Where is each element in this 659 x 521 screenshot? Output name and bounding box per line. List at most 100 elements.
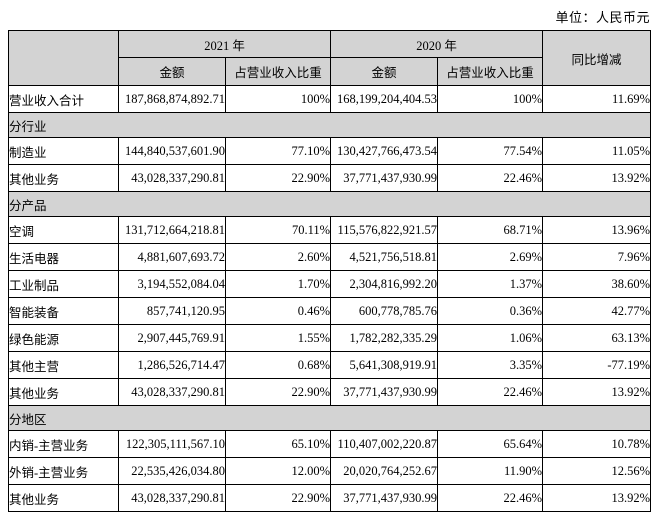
table-row: 其他业务 43,028,337,290.81 22.90% 37,771,437,93… <box>8 164 652 192</box>
share-2020-cell: 0.36% <box>437 297 544 325</box>
amount-2020-cell: 37,771,437,930.99 <box>330 164 439 192</box>
table-row: 绿色能源 2,907,445,769.91 1.55% 1,782,282,335.2… <box>8 324 652 352</box>
amount-2020-cell: 600,778,785.76 <box>330 297 439 325</box>
amount-2020-header: 金额 <box>330 57 439 86</box>
table-row: 生活电器 4,881,607,693.72 2.60% 4,521,756,518.8… <box>8 243 652 271</box>
yoy-header: 同比增减 <box>542 30 652 86</box>
amount-2020-cell: 2,304,816,992.20 <box>330 270 439 298</box>
share-2021-header: 占营业收入比重 <box>224 57 332 86</box>
amount-2021-cell: 22,535,426,034.80 <box>118 457 226 485</box>
share-2020-cell: 22.46% <box>437 164 544 192</box>
share-2020-header: 占营业收入比重 <box>437 57 544 86</box>
amount-2021-cell: 43,028,337,290.81 <box>118 378 226 406</box>
table-row: 营业收入合计 187,868,874,892.71 100% 168,199,204,… <box>8 85 652 113</box>
share-2021-cell: 65.10% <box>224 430 332 458</box>
table-header: 2021 年 2020 年 同比增减 金额 占营业收入比重 金额 占营业收入比重 <box>8 30 652 86</box>
share-2020-cell: 65.64% <box>437 430 544 458</box>
share-2021-cell: 2.60% <box>224 243 332 271</box>
row-label-cell: 营业收入合计 <box>8 85 119 113</box>
section-label: 分产品 <box>7 191 652 217</box>
section-row: 分产品 <box>7 191 652 217</box>
amount-2021-cell: 3,194,552,084.04 <box>118 270 226 298</box>
row-label-cell: 空调 <box>8 216 119 244</box>
amount-2021-cell: 122,305,111,567.10 <box>118 430 226 458</box>
yoy-cell: 10.78% <box>542 430 652 458</box>
amount-2021-cell: 187,868,874,892.71 <box>118 85 226 113</box>
share-2020-cell: 3.35% <box>437 351 544 379</box>
amount-2020-cell: 4,521,756,518.81 <box>330 243 439 271</box>
amount-2020-cell: 37,771,437,930.99 <box>330 484 439 512</box>
revenue-breakdown-table: 2021 年 2020 年 同比增减 金额 占营业收入比重 金额 占营业收入比重… <box>7 30 652 512</box>
row-label-cell: 其他业务 <box>8 378 119 406</box>
amount-2021-cell: 2,907,445,769.91 <box>118 324 226 352</box>
share-2020-cell: 22.46% <box>437 378 544 406</box>
share-2021-cell: 12.00% <box>224 457 332 485</box>
year-2020-header: 2020 年 <box>330 30 544 58</box>
table-row: 制造业 144,840,537,601.90 77.10% 130,427,766,4… <box>8 137 652 165</box>
share-2021-cell: 22.90% <box>224 378 332 406</box>
yoy-cell: 12.56% <box>542 457 652 485</box>
year-2021-header: 2021 年 <box>117 30 332 58</box>
yoy-cell: 11.05% <box>542 137 652 165</box>
section-label: 分地区 <box>7 405 652 431</box>
table-row: 内销-主营业务 122,305,111,567.10 65.10% 110,407,0… <box>8 430 652 458</box>
share-2020-cell: 100% <box>437 85 544 113</box>
table-row: 智能装备 857,741,120.95 0.46% 600,778,785.76 0.3… <box>8 297 652 325</box>
share-2020-cell: 1.06% <box>437 324 544 352</box>
yoy-cell: 13.96% <box>542 216 652 244</box>
amount-2020-cell: 168,199,204,404.53 <box>330 85 439 113</box>
share-2021-cell: 1.70% <box>224 270 332 298</box>
amount-2020-cell: 130,427,766,473.54 <box>330 137 439 165</box>
row-label-cell: 外销-主营业务 <box>8 457 119 485</box>
yoy-cell: 63.13% <box>542 324 652 352</box>
amount-2021-cell: 1,286,526,714.47 <box>118 351 226 379</box>
table-row: 其他业务 43,028,337,290.81 22.90% 37,771,437,93… <box>8 378 652 406</box>
amount-2021-header: 金额 <box>118 57 226 86</box>
row-label-cell: 其他业务 <box>8 164 119 192</box>
amount-2020-cell: 1,782,282,335.29 <box>330 324 439 352</box>
amount-2020-cell: 37,771,437,930.99 <box>330 378 439 406</box>
section-row: 分行业 <box>7 112 652 138</box>
table-row: 外销-主营业务 22,535,426,034.80 12.00% 20,020,764… <box>8 457 652 485</box>
share-2021-cell: 0.68% <box>224 351 332 379</box>
row-label-cell: 内销-主营业务 <box>8 430 119 458</box>
yoy-cell: 38.60% <box>542 270 652 298</box>
yoy-cell: 7.96% <box>542 243 652 271</box>
yoy-cell: 13.92% <box>542 378 652 406</box>
amount-2020-cell: 110,407,002,220.87 <box>330 430 439 458</box>
table-row: 空调 131,712,664,218.81 70.11% 115,576,822,92… <box>8 216 652 244</box>
share-2021-cell: 1.55% <box>224 324 332 352</box>
row-label-cell: 其他业务 <box>8 484 119 512</box>
header-row-years: 2021 年 2020 年 同比增减 <box>8 30 652 86</box>
share-2020-cell: 68.71% <box>437 216 544 244</box>
amount-2020-cell: 20,020,764,252.67 <box>330 457 439 485</box>
share-2021-cell: 70.11% <box>224 216 332 244</box>
header-row-measures: 金额 占营业收入比重 金额 占营业收入比重 <box>9 57 651 86</box>
share-2020-cell: 1.37% <box>437 270 544 298</box>
section-label: 分行业 <box>7 112 652 138</box>
amount-2021-cell: 144,840,537,601.90 <box>118 137 226 165</box>
amount-2020-cell: 115,576,822,921.57 <box>330 216 439 244</box>
share-2021-cell: 100% <box>224 85 332 113</box>
row-label-cell: 制造业 <box>8 137 119 165</box>
yoy-cell: 13.92% <box>542 484 652 512</box>
share-2021-cell: 22.90% <box>224 164 332 192</box>
share-2020-cell: 2.69% <box>437 243 544 271</box>
yoy-cell: 11.69% <box>542 85 652 113</box>
currency-unit-label: 单位：人民币元 <box>555 10 650 25</box>
share-2020-cell: 77.54% <box>437 137 544 165</box>
row-label-cell: 绿色能源 <box>8 324 119 352</box>
share-2021-cell: 77.10% <box>224 137 332 165</box>
amount-2021-cell: 4,881,607,693.72 <box>118 243 226 271</box>
row-label-cell: 其他主营 <box>8 351 119 379</box>
share-2021-cell: 0.46% <box>224 297 332 325</box>
share-2021-cell: 22.90% <box>224 484 332 512</box>
amount-2021-cell: 43,028,337,290.81 <box>118 484 226 512</box>
corner-empty-cell <box>8 30 119 86</box>
yoy-cell: 13.92% <box>542 164 652 192</box>
table-body: 营业收入合计 187,868,874,892.71 100% 168,199,204,… <box>7 85 652 512</box>
row-label-cell: 工业制品 <box>8 270 119 298</box>
yoy-cell: 42.77% <box>542 297 652 325</box>
table-row: 其他业务 43,028,337,290.81 22.90% 37,771,437,93… <box>8 484 652 512</box>
